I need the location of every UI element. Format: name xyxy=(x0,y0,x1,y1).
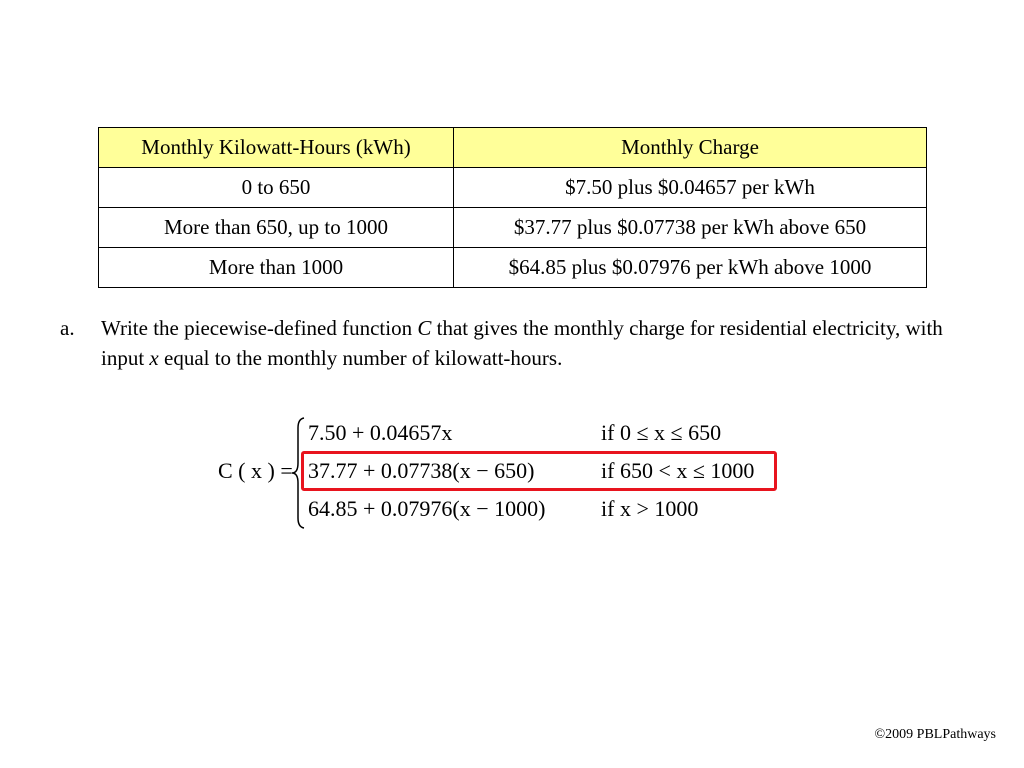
case-expression: 7.50 + 0.04657x xyxy=(308,420,453,445)
case-condition: if 650 < x ≤ 1000 xyxy=(601,458,755,483)
variable-c: C xyxy=(417,316,432,340)
highlight-box xyxy=(301,451,777,491)
function-lhs: C ( x ) = xyxy=(218,458,293,483)
case-condition: if 0 ≤ x ≤ 650 xyxy=(601,420,722,445)
header-kwh: Monthly Kilowatt-Hours (kWh) xyxy=(98,127,454,168)
table-row: More than 650, up to 1000 $37.77 plus $0… xyxy=(98,207,927,248)
table-cell-kwh: 0 to 650 xyxy=(98,167,454,208)
question-marker: a. xyxy=(60,316,75,340)
question-text: Write the piecewise-defined function C t… xyxy=(101,316,943,370)
table-cell-charge: $37.77 plus $0.07738 per kWh above 650 xyxy=(453,207,927,248)
piecewise-cases: 7.50 + 0.04657x if 0 ≤ x ≤ 650 37.77 + 0… xyxy=(308,420,778,530)
case-expression: 37.77 + 0.07738(x − 650) xyxy=(308,458,535,483)
table-header-row: Monthly Kilowatt-Hours (kWh) Monthly Cha… xyxy=(98,127,927,168)
table-row: More than 1000 $64.85 plus $0.07976 per … xyxy=(98,247,927,288)
variable-x: x xyxy=(149,346,159,370)
rate-table: Monthly Kilowatt-Hours (kWh) Monthly Cha… xyxy=(98,127,927,288)
table-cell-charge: $7.50 plus $0.04657 per kWh xyxy=(453,167,927,208)
left-brace xyxy=(291,417,305,529)
copyright: ©2009 PBLPathways xyxy=(874,727,996,742)
case-condition: if x > 1000 xyxy=(601,496,699,521)
table-row: 0 to 650 $7.50 plus $0.04657 per kWh xyxy=(98,167,927,208)
header-charge: Monthly Charge xyxy=(453,127,927,168)
table-cell-kwh: More than 1000 xyxy=(98,247,454,288)
table-cell-kwh: More than 650, up to 1000 xyxy=(98,207,454,248)
case-expression: 64.85 + 0.07976(x − 1000) xyxy=(308,496,546,521)
table-cell-charge: $64.85 plus $0.07976 per kWh above 1000 xyxy=(453,247,927,288)
